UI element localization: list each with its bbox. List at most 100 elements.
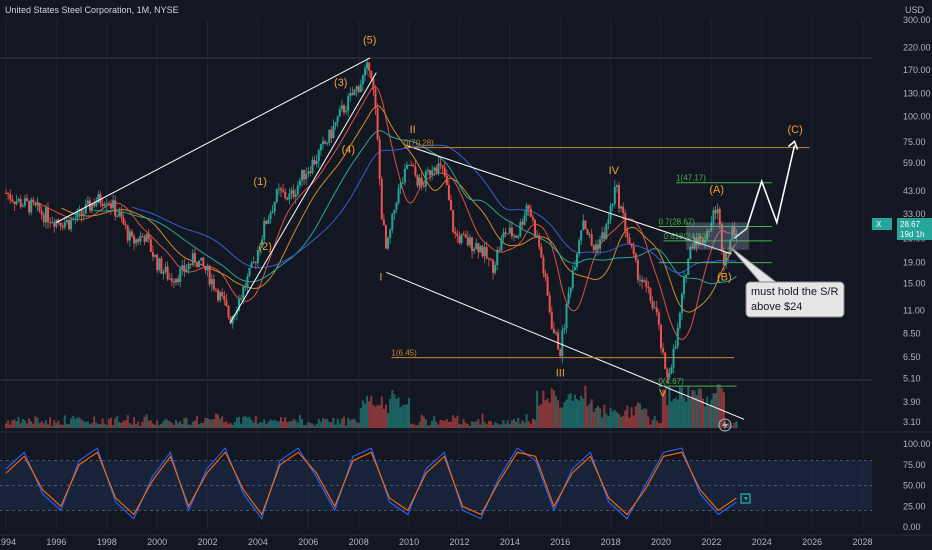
volume-bar xyxy=(13,419,16,428)
volume-bar xyxy=(378,405,381,428)
volume-bar xyxy=(359,407,362,428)
candle-body xyxy=(254,261,257,263)
candle-body xyxy=(44,207,47,223)
ma-orange-line xyxy=(61,105,736,313)
candle-body xyxy=(219,292,222,301)
volume-bar xyxy=(15,421,18,428)
candle-body xyxy=(357,86,360,93)
volume-bar xyxy=(624,410,627,428)
lightning-icon[interactable] xyxy=(718,418,732,432)
volume-bar xyxy=(183,418,186,428)
candle-body xyxy=(246,276,249,287)
volume-bar xyxy=(376,404,379,428)
candle-body xyxy=(596,244,599,249)
candle-body xyxy=(23,198,26,206)
x-tick-label: 2028 xyxy=(852,537,872,547)
candle-body xyxy=(429,170,432,176)
volume-bar xyxy=(172,424,175,428)
volume-bar xyxy=(93,416,96,428)
candle-body xyxy=(177,278,180,283)
volume-bar xyxy=(632,415,635,428)
candle-body xyxy=(122,217,125,225)
volume-bar xyxy=(641,409,644,428)
candle-body xyxy=(32,199,35,203)
candle-body xyxy=(605,223,608,239)
volume-bar xyxy=(567,394,570,428)
candle-body xyxy=(206,265,209,271)
candle-body xyxy=(611,203,614,206)
volume-bar xyxy=(118,421,121,428)
volume-bar xyxy=(647,416,650,428)
volume-bar xyxy=(443,420,446,428)
volume-bar xyxy=(19,423,22,428)
volume-bar xyxy=(565,399,568,428)
candle-body xyxy=(229,317,232,324)
volume-bar xyxy=(578,400,581,428)
y-tick-label: 15.00 xyxy=(903,278,926,288)
candle-body xyxy=(452,210,455,233)
volume-bar xyxy=(147,420,150,428)
alert-icon[interactable] xyxy=(740,493,751,504)
candle-body xyxy=(70,219,73,230)
y-tick-label: 130.00 xyxy=(903,89,931,99)
candle-body xyxy=(196,262,199,268)
candle-body xyxy=(441,165,444,168)
volume-bar xyxy=(422,416,425,428)
volume-bar xyxy=(693,390,696,428)
volume-bar xyxy=(32,423,35,428)
candle-body xyxy=(433,167,436,171)
candle-body xyxy=(674,346,677,349)
volume-bar xyxy=(273,419,276,428)
volume-bar xyxy=(534,419,537,428)
volume-bar xyxy=(177,422,180,428)
volume-bar xyxy=(489,421,492,428)
candle-body xyxy=(460,234,463,243)
volume-bar xyxy=(298,415,301,428)
candle-body xyxy=(454,232,457,234)
volume-bar xyxy=(103,423,106,428)
volume-bar xyxy=(471,421,474,428)
volume-bar xyxy=(168,421,171,428)
candle-body xyxy=(395,203,398,210)
candle-body xyxy=(175,278,178,283)
volume-bar xyxy=(86,421,89,428)
volume-bar xyxy=(105,424,108,428)
volume-bar xyxy=(317,418,320,428)
candle-body xyxy=(349,93,352,97)
volume-bar xyxy=(382,408,385,428)
volume-bar xyxy=(61,424,64,428)
candle-body xyxy=(30,199,33,213)
volume-bar xyxy=(30,421,33,428)
volume-bar xyxy=(175,419,178,428)
candle-body xyxy=(592,245,595,251)
candle-body xyxy=(641,279,644,282)
candle-body xyxy=(506,233,509,235)
volume-bar xyxy=(179,421,182,428)
volume-bar xyxy=(164,418,167,428)
x-tick-label: 2012 xyxy=(449,537,469,547)
volume-bar xyxy=(531,418,534,428)
candle-body xyxy=(636,259,639,280)
candle-body xyxy=(191,253,194,265)
candle-body xyxy=(34,202,37,206)
volume-bar xyxy=(63,415,66,428)
volume-bar xyxy=(731,425,734,428)
candle-body xyxy=(435,167,438,173)
volume-bar xyxy=(575,399,578,428)
candle-body xyxy=(510,227,513,237)
consolidation-box xyxy=(686,222,750,250)
candle-body xyxy=(659,324,662,349)
candle-body xyxy=(716,208,719,214)
candle-body xyxy=(599,239,602,249)
volume-bar xyxy=(342,416,345,428)
candle-body xyxy=(458,236,461,243)
candle-body xyxy=(416,175,419,186)
volume-bar xyxy=(714,393,717,428)
callout-note[interactable]: must hold the S/R above $24 xyxy=(745,281,845,318)
volume-bar xyxy=(107,418,110,428)
volume-bar xyxy=(561,407,564,428)
volume-bar xyxy=(116,416,119,428)
candle-body xyxy=(95,202,98,207)
volume-bar xyxy=(662,389,665,428)
